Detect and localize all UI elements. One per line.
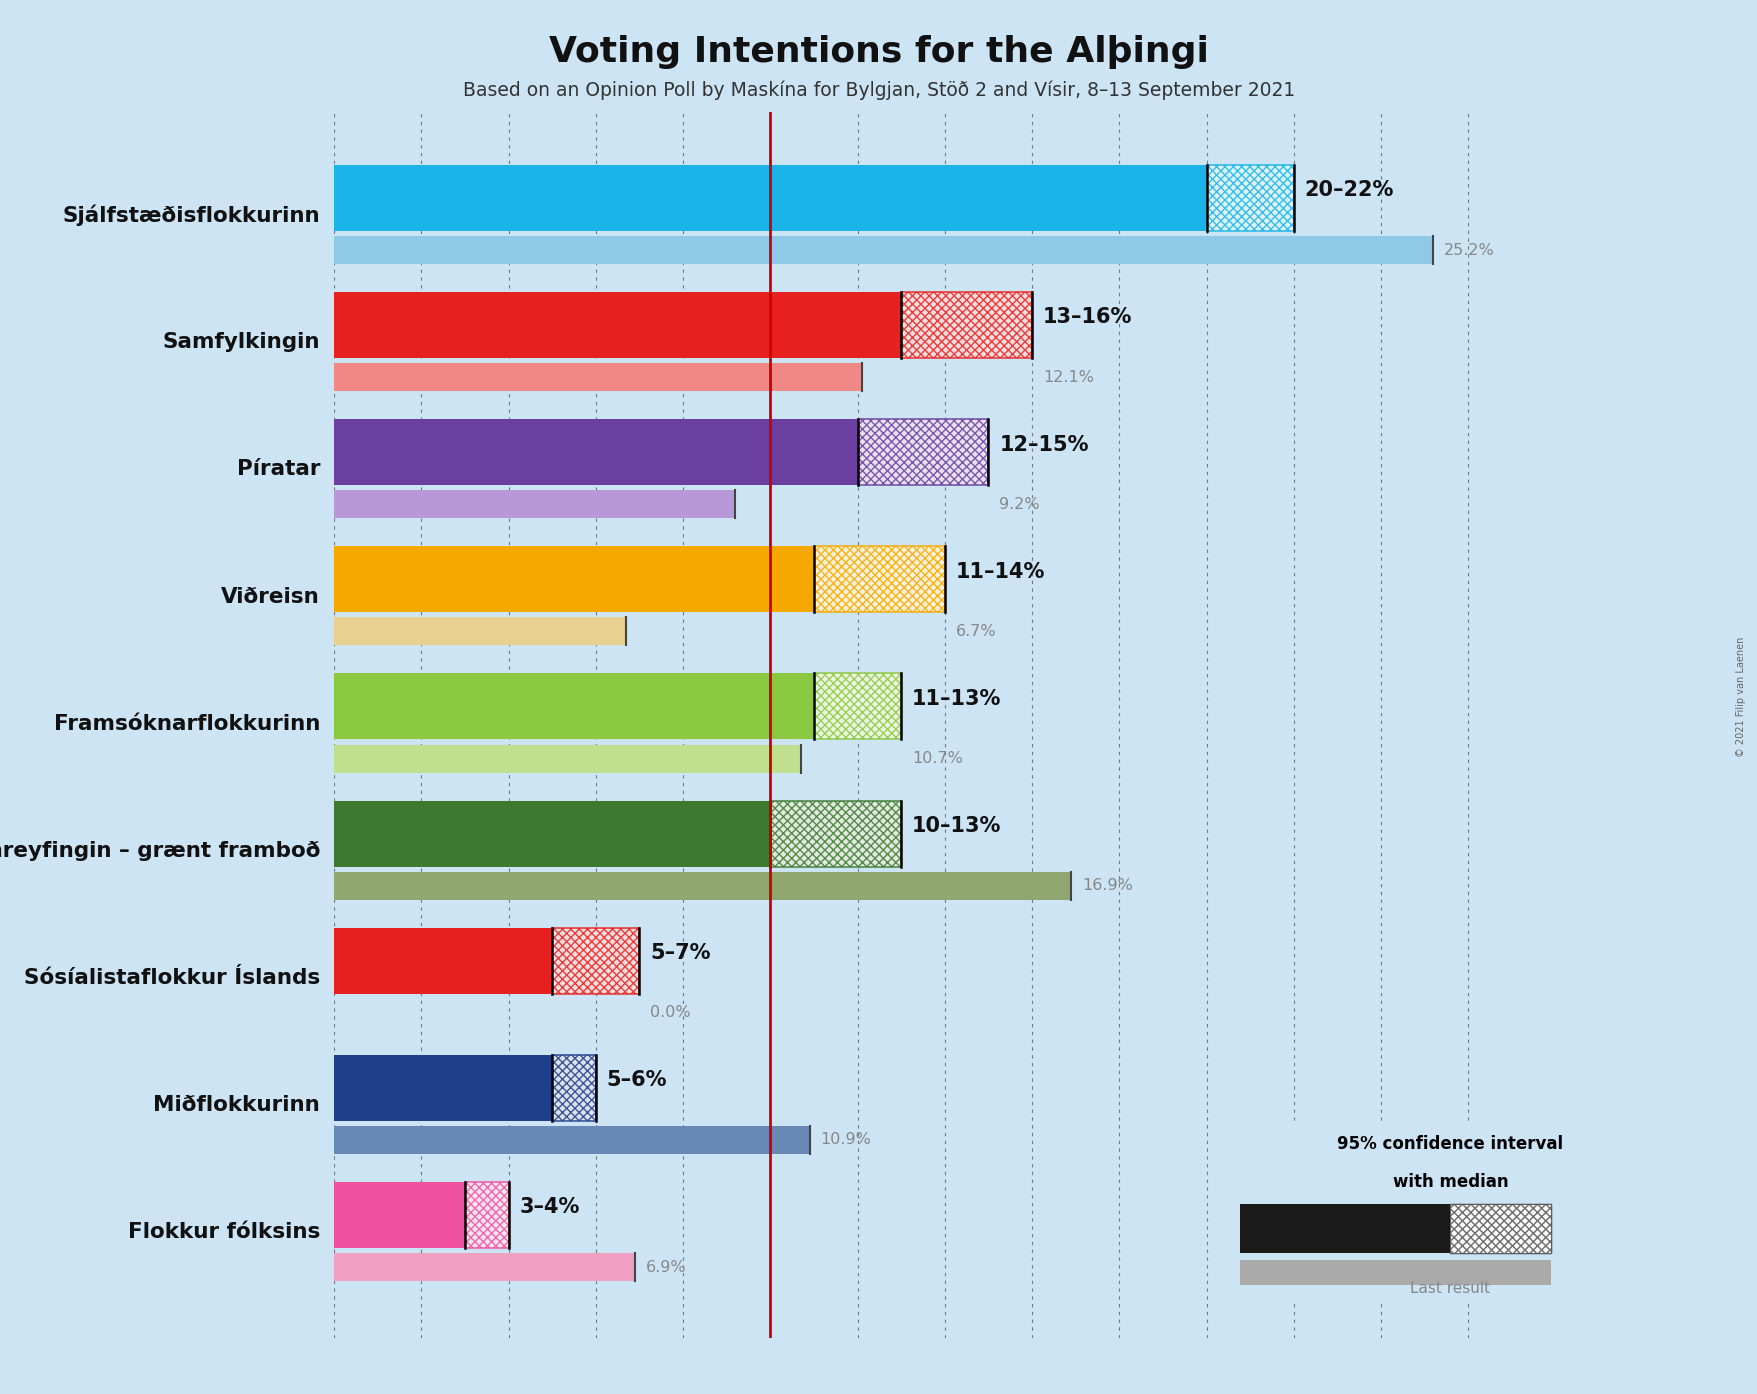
Text: 6.7%: 6.7% — [956, 625, 996, 638]
Text: 5–6%: 5–6% — [606, 1071, 668, 1090]
Bar — [334, 800, 770, 867]
Bar — [334, 364, 861, 392]
Bar — [334, 1126, 808, 1154]
Bar — [334, 1182, 464, 1248]
Bar — [857, 420, 987, 485]
Bar — [552, 927, 640, 994]
Bar — [334, 744, 801, 772]
Text: 12–15%: 12–15% — [998, 435, 1088, 454]
Text: 6.9%: 6.9% — [645, 1260, 687, 1274]
Bar — [334, 164, 1205, 231]
Text: Based on an Opinion Poll by Maskína for Bylgjan, Stöð 2 and Vísir, 8–13 Septembe: Based on an Opinion Poll by Maskína for … — [462, 81, 1295, 100]
Text: Voting Intentions for the Alþingi: Voting Intentions for the Alþingi — [548, 35, 1209, 68]
Text: © 2021 Filip van Laenen: © 2021 Filip van Laenen — [1734, 637, 1745, 757]
Text: 10.7%: 10.7% — [912, 751, 963, 767]
Bar — [770, 800, 901, 867]
Bar — [1450, 1204, 1550, 1253]
Bar — [1205, 164, 1293, 231]
Text: 25.2%: 25.2% — [1444, 243, 1493, 258]
Bar — [334, 871, 1070, 899]
Text: 95% confidence interval: 95% confidence interval — [1337, 1135, 1562, 1153]
Bar — [334, 1253, 634, 1281]
Bar — [464, 1182, 508, 1248]
Text: 16.9%: 16.9% — [1082, 878, 1133, 894]
Text: 11–13%: 11–13% — [912, 689, 1001, 708]
Text: 10–13%: 10–13% — [912, 815, 1001, 836]
Bar — [1205, 164, 1293, 231]
Bar — [1450, 1204, 1550, 1253]
Bar — [901, 291, 1031, 358]
Bar — [334, 236, 1432, 263]
Text: 12.1%: 12.1% — [1042, 369, 1093, 385]
Bar — [813, 546, 944, 612]
Bar — [813, 673, 901, 739]
Bar — [334, 927, 552, 994]
Bar — [813, 673, 901, 739]
Text: with median: with median — [1392, 1172, 1508, 1190]
Text: 3–4%: 3–4% — [518, 1197, 580, 1217]
Bar — [334, 618, 625, 645]
Bar — [552, 1055, 596, 1121]
Bar — [464, 1182, 508, 1248]
Text: 10.9%: 10.9% — [821, 1132, 871, 1147]
Bar — [1450, 1204, 1550, 1253]
Bar — [813, 546, 944, 612]
Text: Last result: Last result — [1409, 1281, 1490, 1296]
Bar — [334, 1055, 552, 1121]
Bar — [552, 1055, 596, 1121]
Bar — [770, 800, 901, 867]
Bar — [334, 420, 857, 485]
Bar — [1239, 1204, 1450, 1253]
Bar — [334, 673, 813, 739]
Bar — [901, 291, 1031, 358]
Bar — [334, 546, 813, 612]
Bar — [857, 420, 987, 485]
Bar — [334, 491, 734, 519]
Text: 5–7%: 5–7% — [650, 944, 710, 963]
Bar — [334, 291, 901, 358]
Text: 20–22%: 20–22% — [1304, 180, 1393, 201]
Text: 13–16%: 13–16% — [1042, 308, 1132, 328]
Text: 9.2%: 9.2% — [998, 496, 1040, 512]
Bar — [1239, 1260, 1550, 1285]
Text: 0.0%: 0.0% — [650, 1005, 691, 1020]
Bar — [552, 927, 640, 994]
Text: 11–14%: 11–14% — [956, 562, 1044, 581]
